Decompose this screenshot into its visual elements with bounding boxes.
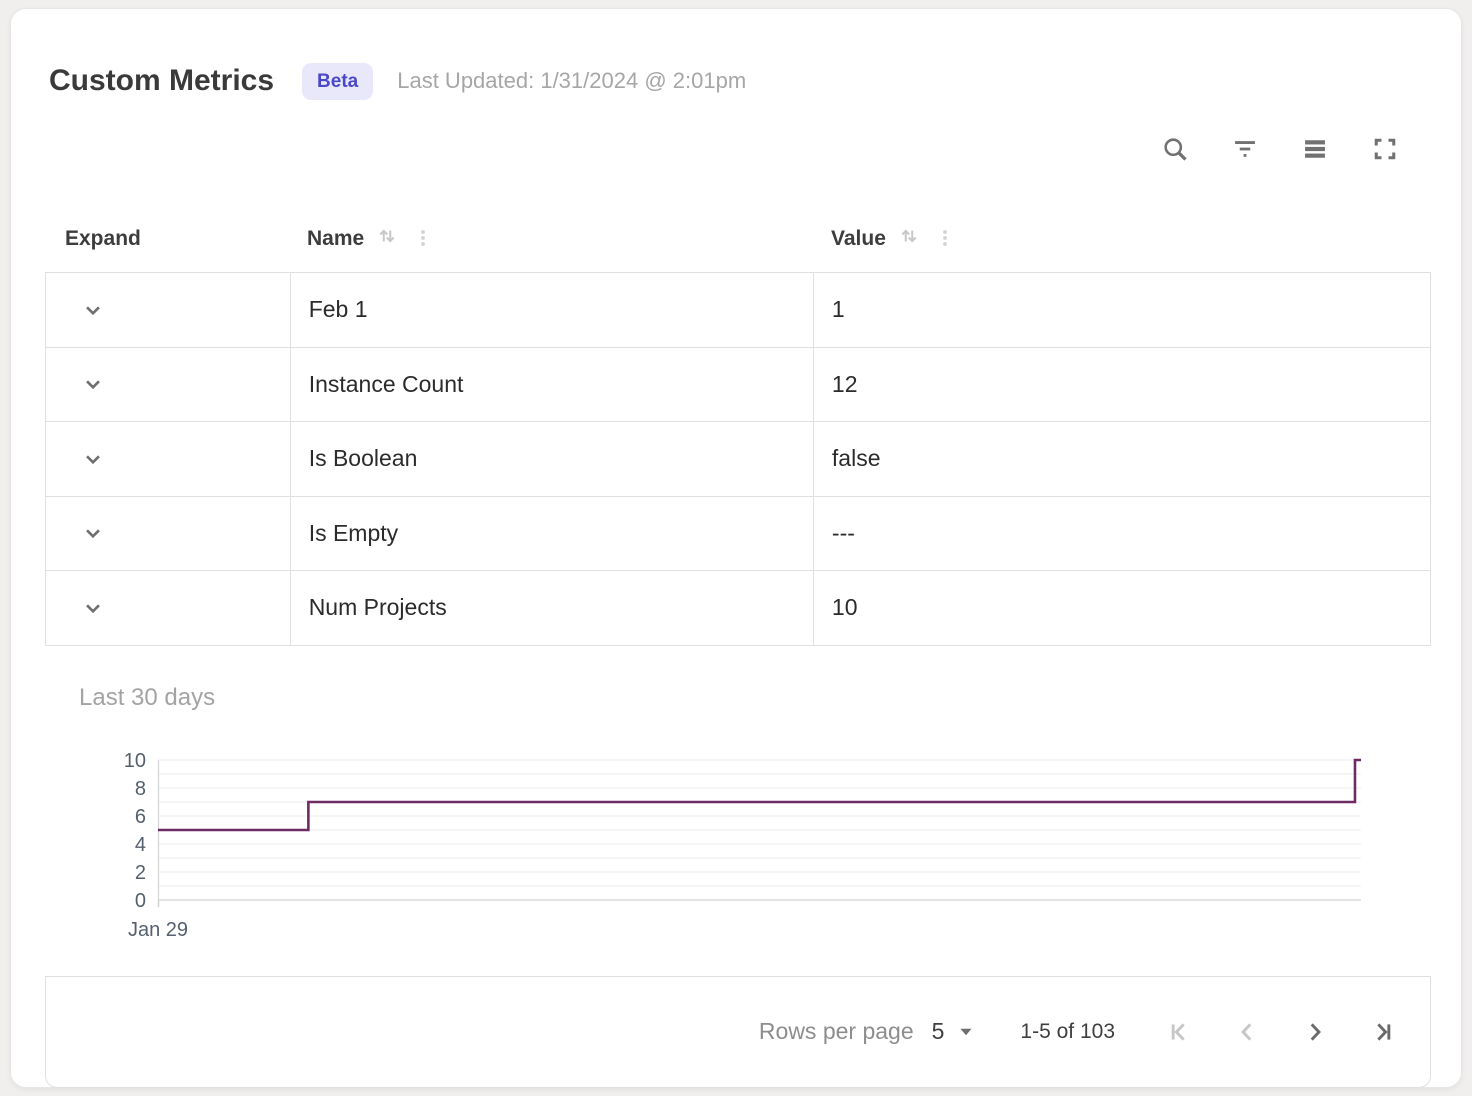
svg-text:0: 0 [135, 890, 146, 912]
custom-metrics-card: Custom Metrics Beta Last Updated: 1/31/2… [10, 8, 1462, 1088]
table-row: Feb 1 1 [46, 273, 1430, 348]
next-page-button[interactable] [1301, 1018, 1329, 1046]
last-page-button[interactable] [1369, 1018, 1397, 1046]
expand-chevron-icon [80, 604, 106, 624]
search-icon [1161, 138, 1189, 166]
expand-chevron-icon [80, 306, 106, 326]
pagination-range-text: 1-5 of 103 [1020, 1019, 1115, 1043]
expand-chevron-icon [80, 529, 106, 549]
rows-per-page-label: Rows per page [758, 1018, 914, 1044]
svg-text:8: 8 [135, 778, 146, 800]
table-row: Is Boolean false [46, 422, 1430, 497]
table-row: Instance Count 12 [46, 347, 1430, 422]
fullscreen-icon [1371, 138, 1399, 166]
metric-name-cell: Feb 1 [289, 273, 813, 347]
chevron-down-icon [960, 1028, 972, 1036]
metric-name-cell: Is Boolean [289, 422, 813, 496]
row-detail-panel: Last 30 days 0 2 4 6 8 10 Jan 29 [45, 646, 1431, 976]
page-title: Custom Metrics [49, 64, 275, 97]
grid-header-row: Expand Name Value [45, 206, 1431, 273]
table-row: Is Empty --- [46, 496, 1430, 571]
svg-text:6: 6 [135, 806, 146, 828]
first-page-button[interactable] [1165, 1018, 1193, 1046]
density-button[interactable] [1301, 135, 1329, 163]
metric-name-cell: Is Empty [289, 496, 813, 570]
first-page-icon [1165, 1022, 1193, 1049]
metric-history-chart: 0 2 4 6 8 10 Jan 29 [45, 748, 1431, 949]
last-updated-text: Last Updated: 1/31/2024 @ 2:01pm [397, 68, 747, 93]
sort-arrows-icon[interactable] [896, 223, 922, 255]
svg-text:10: 10 [124, 750, 146, 772]
expand-chevron-icon [80, 455, 106, 475]
column-header-name-label[interactable]: Name [307, 227, 365, 250]
chart-title: Last 30 days [79, 683, 216, 711]
column-header-expand: Expand [45, 227, 289, 251]
chevron-left-icon [1233, 1022, 1261, 1049]
filter-button[interactable] [1231, 135, 1259, 163]
header: Custom Metrics Beta Last Updated: 1/31/2… [11, 9, 1461, 109]
expand-row-button[interactable] [80, 371, 106, 397]
rows-per-page-value: 5 [931, 1018, 945, 1044]
chevron-right-icon [1301, 1022, 1329, 1049]
svg-text:2: 2 [135, 862, 146, 884]
filter-icon [1231, 141, 1259, 166]
rows-per-page-select[interactable]: 5 [932, 1018, 973, 1045]
column-menu-icon[interactable] [934, 227, 956, 252]
density-icon [1301, 140, 1329, 166]
collapse-row-button[interactable] [80, 595, 106, 621]
metric-value-cell: 12 [812, 347, 1430, 421]
last-page-icon [1369, 1022, 1397, 1049]
metric-name-cell: Instance Count [289, 347, 813, 421]
metric-value-cell: 1 [812, 273, 1430, 347]
column-header-value[interactable]: Value [813, 223, 1431, 255]
previous-page-button[interactable] [1233, 1018, 1261, 1046]
beta-badge: Beta [302, 62, 374, 100]
metric-value-cell: 10 [812, 571, 1430, 645]
metric-value-cell: false [812, 422, 1430, 496]
metric-value-cell: --- [812, 496, 1430, 570]
sort-arrows-icon[interactable] [374, 223, 400, 255]
column-menu-icon[interactable] [412, 227, 434, 252]
fullscreen-button[interactable] [1371, 135, 1399, 163]
pagination-controls [1165, 1018, 1397, 1046]
expand-row-button[interactable] [80, 297, 106, 323]
table-row: Num Projects 10 [46, 571, 1430, 646]
metric-name-cell: Num Projects [289, 571, 813, 645]
search-button[interactable] [1161, 135, 1189, 163]
expand-row-button[interactable] [80, 520, 106, 546]
grid-footer: Rows per page 5 1-5 of 103 [45, 975, 1431, 1088]
grid-toolbar [11, 133, 1461, 165]
svg-text:Jan 29: Jan 29 [128, 919, 188, 941]
column-header-name[interactable]: Name [289, 223, 813, 255]
expand-chevron-icon [80, 380, 106, 400]
custom-metrics-grid: Expand Name Value [45, 206, 1431, 1088]
expand-row-button[interactable] [80, 446, 106, 472]
svg-text:4: 4 [135, 834, 146, 856]
grid-body: Feb 1 1 Instance Count 12 [45, 273, 1431, 646]
column-header-expand-label: Expand [65, 227, 141, 250]
column-header-value-label[interactable]: Value [831, 227, 886, 250]
